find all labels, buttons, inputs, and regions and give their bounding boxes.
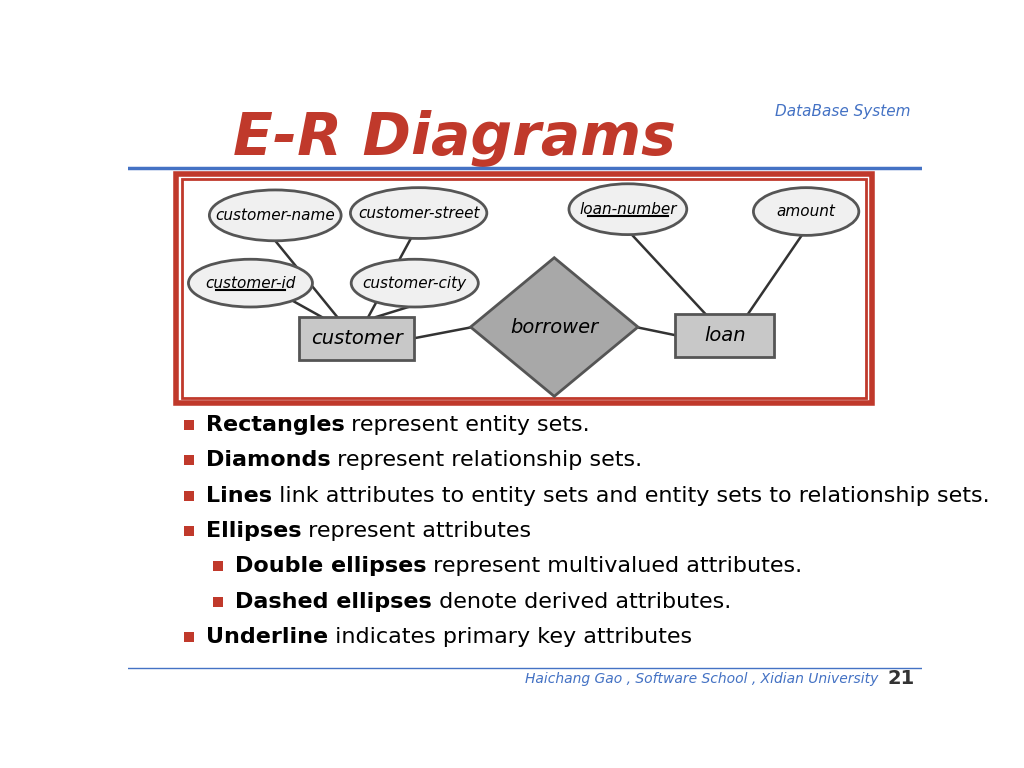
FancyBboxPatch shape	[183, 420, 194, 430]
Text: customer-id: customer-id	[205, 276, 296, 290]
Polygon shape	[471, 258, 638, 396]
Ellipse shape	[351, 260, 478, 307]
Text: Dashed ellipses: Dashed ellipses	[234, 592, 432, 612]
Text: customer: customer	[310, 329, 402, 348]
FancyBboxPatch shape	[182, 179, 866, 398]
FancyBboxPatch shape	[183, 491, 194, 501]
Text: represent multivalued attributes.: represent multivalued attributes.	[426, 557, 803, 577]
Text: customer-street: customer-street	[357, 206, 479, 220]
Text: 21: 21	[888, 670, 915, 688]
FancyBboxPatch shape	[176, 174, 872, 403]
FancyBboxPatch shape	[675, 314, 774, 356]
Text: customer-name: customer-name	[215, 208, 335, 223]
FancyBboxPatch shape	[213, 597, 223, 607]
Text: amount: amount	[776, 204, 836, 219]
Ellipse shape	[209, 190, 341, 241]
FancyBboxPatch shape	[299, 317, 414, 359]
FancyBboxPatch shape	[213, 561, 223, 571]
Text: Double ellipses: Double ellipses	[234, 557, 426, 577]
Ellipse shape	[188, 260, 312, 307]
Text: DataBase System: DataBase System	[775, 104, 910, 120]
Ellipse shape	[569, 184, 687, 234]
Text: Underline: Underline	[206, 627, 328, 647]
Text: represent attributes: represent attributes	[301, 521, 531, 541]
Text: represent relationship sets.: represent relationship sets.	[330, 450, 642, 470]
Text: represent entity sets.: represent entity sets.	[344, 415, 590, 435]
FancyBboxPatch shape	[183, 455, 194, 465]
Text: indicates primary key attributes: indicates primary key attributes	[328, 627, 692, 647]
Text: link attributes to entity sets and entity sets to relationship sets.: link attributes to entity sets and entit…	[271, 485, 989, 505]
Text: customer-city: customer-city	[362, 276, 467, 290]
Ellipse shape	[754, 187, 859, 235]
Text: Rectangles: Rectangles	[206, 415, 344, 435]
FancyBboxPatch shape	[183, 526, 194, 536]
Text: loan: loan	[703, 326, 745, 345]
Text: Ellipses: Ellipses	[206, 521, 301, 541]
Text: denote derived attributes.: denote derived attributes.	[432, 592, 731, 612]
Text: loan-number: loan-number	[580, 202, 677, 217]
Text: Haichang Gao , Software School , Xidian University: Haichang Gao , Software School , Xidian …	[525, 672, 879, 686]
Text: Diamonds: Diamonds	[206, 450, 330, 470]
Ellipse shape	[350, 187, 486, 238]
Text: Lines: Lines	[206, 485, 271, 505]
FancyBboxPatch shape	[183, 632, 194, 642]
Text: borrower: borrower	[510, 317, 598, 336]
Text: E-R Diagrams: E-R Diagrams	[232, 110, 676, 167]
